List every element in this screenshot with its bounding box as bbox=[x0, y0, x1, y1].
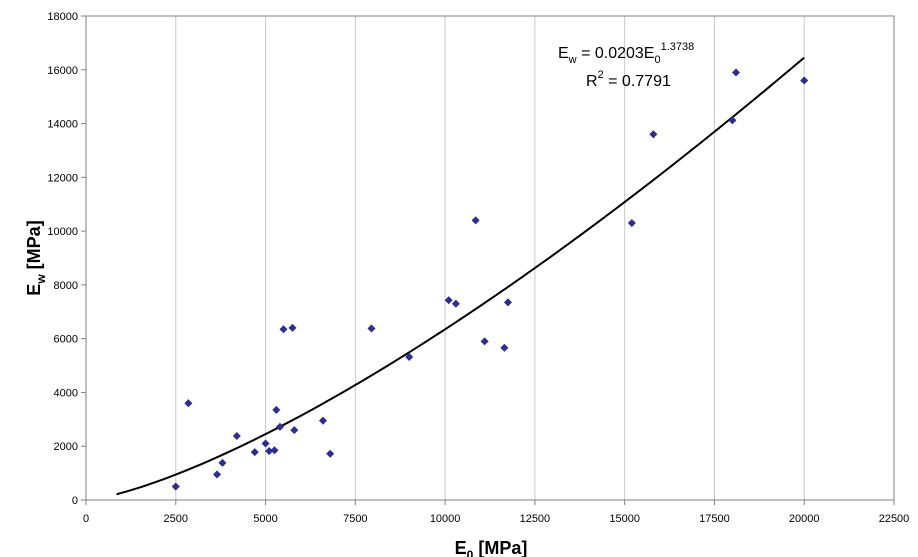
eq-mid-sub: 0 bbox=[654, 54, 660, 66]
data-point bbox=[218, 458, 227, 467]
y-tick-label: 6000 bbox=[54, 334, 78, 346]
data-point bbox=[405, 352, 414, 361]
data-point bbox=[171, 482, 180, 491]
data-point bbox=[270, 446, 279, 455]
x-tick-label: 0 bbox=[83, 513, 89, 525]
y-axis-title-sub: w bbox=[34, 274, 48, 285]
data-point bbox=[275, 422, 284, 431]
y-tick-label: 10000 bbox=[47, 226, 78, 238]
r2-superscript: 2 bbox=[598, 69, 604, 81]
x-tick-label: 12500 bbox=[520, 513, 551, 525]
r2-value: = 0.7791 bbox=[604, 73, 671, 90]
y-axis-title: Ew [MPa] bbox=[24, 220, 48, 295]
data-point bbox=[318, 416, 328, 425]
data-point bbox=[451, 299, 460, 308]
data-point bbox=[500, 343, 509, 352]
x-tick-label: 7500 bbox=[343, 513, 367, 525]
data-points bbox=[171, 68, 809, 491]
data-point bbox=[480, 337, 489, 346]
data-point bbox=[627, 219, 636, 228]
eq-lhs: E bbox=[558, 45, 569, 62]
data-point bbox=[800, 76, 809, 85]
data-point bbox=[261, 439, 270, 448]
data-point bbox=[649, 130, 658, 139]
y-tick-label: 4000 bbox=[54, 387, 78, 399]
x-axis-title-main: E bbox=[455, 538, 467, 557]
x-axis-title-sub: 0 bbox=[467, 548, 474, 557]
data-point bbox=[184, 399, 193, 408]
y-axis-title-main: E bbox=[24, 284, 44, 296]
data-point bbox=[288, 323, 297, 332]
axes bbox=[81, 15, 895, 505]
data-point bbox=[213, 470, 222, 479]
data-point bbox=[503, 298, 512, 307]
data-point bbox=[290, 426, 299, 435]
x-axis-unit: [MPa] bbox=[478, 538, 527, 557]
data-point bbox=[279, 325, 288, 334]
data-point bbox=[232, 431, 241, 441]
y-tick-label: 14000 bbox=[47, 119, 78, 131]
data-point bbox=[367, 324, 376, 333]
plot-area-frame bbox=[85, 15, 895, 501]
y-tick-label: 16000 bbox=[47, 65, 78, 77]
data-point bbox=[728, 116, 737, 125]
x-tick-label: 17500 bbox=[699, 513, 730, 525]
x-tick-label: 2500 bbox=[164, 513, 188, 525]
r-squared-label: R2 = 0.7791 bbox=[586, 69, 671, 90]
y-tick-label: 8000 bbox=[54, 280, 78, 292]
trendline-equation: Ew = 0.0203E01.3738 bbox=[558, 41, 694, 66]
data-point bbox=[326, 449, 335, 458]
r2-prefix: R bbox=[586, 73, 598, 90]
x-tick-labels: 0 2500 5000 7500 10000 12500 15000 17500 20000 22… bbox=[83, 513, 909, 525]
data-point bbox=[471, 216, 480, 225]
eq-lhs-sub: w bbox=[568, 54, 577, 66]
eq-exponent: 1.3738 bbox=[661, 41, 695, 53]
y-tick-label: 18000 bbox=[47, 11, 78, 23]
eq-mid: = 0.0203E bbox=[577, 45, 655, 62]
data-point bbox=[731, 68, 741, 77]
x-tick-label: 20000 bbox=[789, 513, 820, 525]
x-tick-label: 5000 bbox=[253, 513, 277, 525]
x-tick-label: 22500 bbox=[879, 513, 910, 525]
y-tick-label: 12000 bbox=[47, 172, 78, 184]
data-point bbox=[444, 296, 453, 305]
gridlines bbox=[175, 16, 805, 500]
data-point bbox=[250, 448, 259, 457]
y-tick-labels: 0 2000 4000 6000 8000 10000 12000 14000 16000 180… bbox=[47, 11, 78, 507]
power-trendline bbox=[116, 56, 805, 496]
data-point bbox=[272, 405, 281, 414]
x-tick-label: 15000 bbox=[609, 513, 640, 525]
y-axis-unit: [MPa] bbox=[24, 220, 44, 269]
y-tick-label: 0 bbox=[72, 495, 78, 507]
x-axis-title: E0 [MPa] bbox=[455, 538, 528, 557]
x-tick-label: 10000 bbox=[430, 513, 461, 525]
y-tick-label: 2000 bbox=[54, 441, 78, 453]
